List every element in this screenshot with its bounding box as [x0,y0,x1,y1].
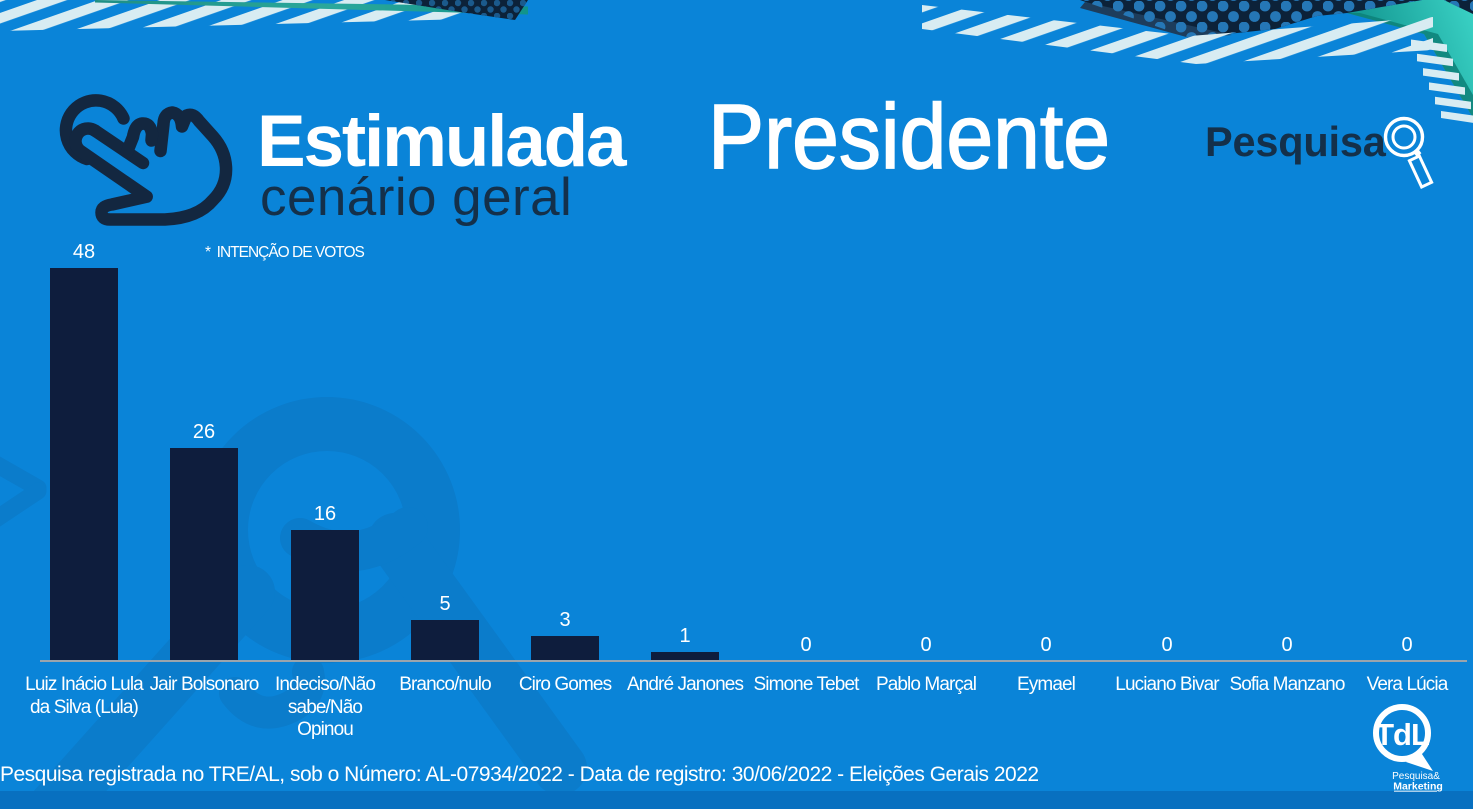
svg-text:Pesquisa&: Pesquisa& [1392,771,1440,782]
svg-text:Marketing: Marketing [1393,781,1443,793]
svg-text:TdL: TdL [1375,717,1429,752]
